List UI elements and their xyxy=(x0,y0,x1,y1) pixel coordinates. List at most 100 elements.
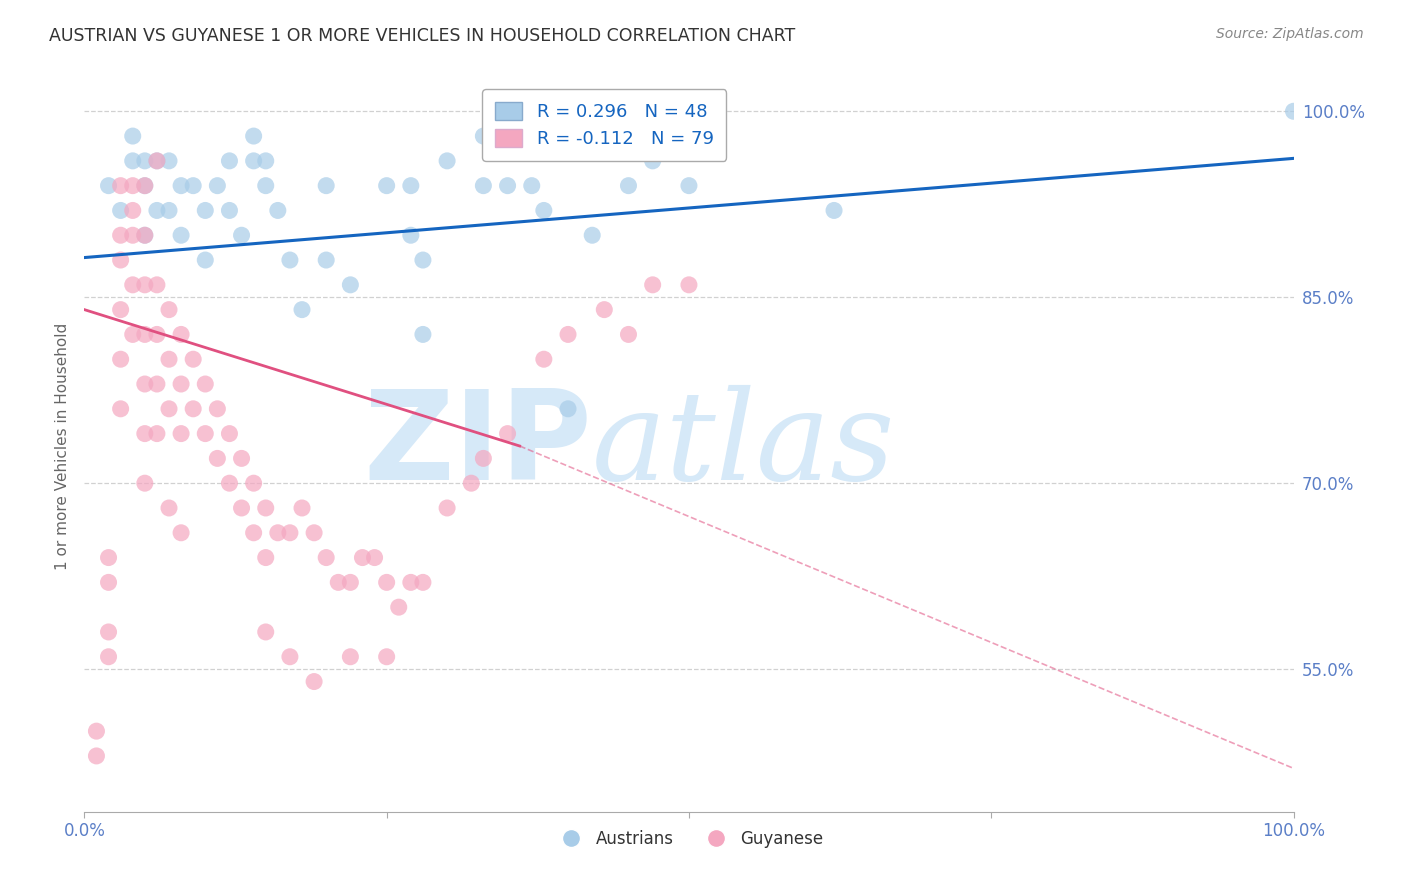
Point xyxy=(157,203,180,218)
Point xyxy=(157,352,180,367)
Point xyxy=(218,426,240,441)
Point xyxy=(254,153,277,168)
Point xyxy=(110,302,132,317)
Point xyxy=(412,575,434,590)
Point xyxy=(157,153,180,168)
Point xyxy=(302,525,325,540)
Point xyxy=(146,153,169,168)
Point xyxy=(134,228,156,243)
Point xyxy=(557,401,579,416)
Point xyxy=(207,401,229,416)
Point xyxy=(218,476,240,491)
Point xyxy=(134,178,156,193)
Y-axis label: 1 or more Vehicles in Household: 1 or more Vehicles in Household xyxy=(55,322,70,570)
Point xyxy=(472,178,495,193)
Point xyxy=(231,451,253,466)
Point xyxy=(412,253,434,268)
Point xyxy=(86,724,108,739)
Point xyxy=(315,253,337,268)
Point xyxy=(254,178,277,193)
Point xyxy=(110,228,132,243)
Point xyxy=(231,500,253,515)
Point xyxy=(110,401,132,416)
Point xyxy=(291,500,314,515)
Point xyxy=(170,228,193,243)
Point xyxy=(436,500,458,515)
Point xyxy=(278,253,301,268)
Point xyxy=(254,550,277,565)
Point xyxy=(134,178,156,193)
Point xyxy=(242,476,264,491)
Point xyxy=(170,377,193,392)
Point xyxy=(218,203,240,218)
Point xyxy=(352,550,374,565)
Point xyxy=(496,178,519,193)
Point xyxy=(134,476,156,491)
Point xyxy=(207,451,229,466)
Text: AUSTRIAN VS GUYANESE 1 OR MORE VEHICLES IN HOUSEHOLD CORRELATION CHART: AUSTRIAN VS GUYANESE 1 OR MORE VEHICLES … xyxy=(49,27,796,45)
Point xyxy=(86,748,108,763)
Point xyxy=(823,203,845,218)
Point xyxy=(121,178,143,193)
Text: atlas: atlas xyxy=(592,385,896,507)
Point xyxy=(218,153,240,168)
Point xyxy=(399,575,422,590)
Point xyxy=(181,178,204,193)
Text: Source: ZipAtlas.com: Source: ZipAtlas.com xyxy=(1216,27,1364,41)
Point xyxy=(267,525,290,540)
Point xyxy=(110,352,132,367)
Point xyxy=(496,426,519,441)
Point xyxy=(134,153,156,168)
Point xyxy=(291,302,314,317)
Point xyxy=(110,203,132,218)
Point xyxy=(121,327,143,342)
Point xyxy=(315,550,337,565)
Point xyxy=(146,203,169,218)
Point xyxy=(97,649,120,664)
Point xyxy=(557,327,579,342)
Point xyxy=(328,575,350,590)
Point xyxy=(121,129,143,144)
Point xyxy=(472,451,495,466)
Point xyxy=(194,203,217,218)
Point xyxy=(121,228,143,243)
Point xyxy=(267,203,290,218)
Point xyxy=(533,352,555,367)
Point xyxy=(231,228,253,243)
Point xyxy=(254,500,277,515)
Point xyxy=(339,649,361,664)
Point xyxy=(146,153,169,168)
Point xyxy=(146,426,169,441)
Point xyxy=(641,153,664,168)
Point xyxy=(110,253,132,268)
Point xyxy=(363,550,385,565)
Text: ZIP: ZIP xyxy=(364,385,592,507)
Point xyxy=(254,624,277,639)
Point xyxy=(157,302,180,317)
Point xyxy=(121,203,143,218)
Point xyxy=(641,277,664,292)
Point xyxy=(207,178,229,193)
Point xyxy=(399,228,422,243)
Point xyxy=(181,352,204,367)
Point xyxy=(134,426,156,441)
Point xyxy=(194,426,217,441)
Point xyxy=(339,277,361,292)
Point xyxy=(278,649,301,664)
Point xyxy=(315,178,337,193)
Point xyxy=(146,327,169,342)
Point xyxy=(110,178,132,193)
Point xyxy=(242,129,264,144)
Point xyxy=(97,178,120,193)
Point xyxy=(278,525,301,540)
Point xyxy=(194,377,217,392)
Point xyxy=(97,575,120,590)
Point xyxy=(121,153,143,168)
Point xyxy=(170,525,193,540)
Point xyxy=(242,153,264,168)
Point xyxy=(170,327,193,342)
Point xyxy=(388,600,411,615)
Point xyxy=(436,153,458,168)
Point xyxy=(181,401,204,416)
Point xyxy=(146,377,169,392)
